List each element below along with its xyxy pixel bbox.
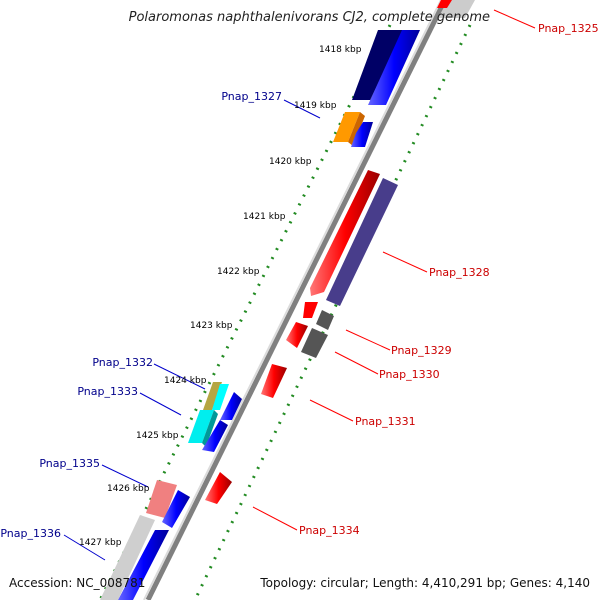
genome-stats-label: Topology: circular; Length: 4,410,291 bp… bbox=[260, 576, 590, 590]
gene-feature-1326-blue[interactable] bbox=[368, 30, 420, 105]
left-connectors bbox=[63, 99, 321, 561]
gene-feature-1325-grey[interactable] bbox=[437, 0, 475, 18]
gene-label-pnap-1327[interactable]: Pnap_1327 bbox=[221, 90, 282, 103]
tick-label: 1418 kbp bbox=[319, 45, 362, 55]
gene-feature-1333-blue-b[interactable] bbox=[202, 420, 228, 452]
inner-dotted-ring bbox=[193, 24, 472, 600]
backbone-line bbox=[145, 0, 448, 600]
gene-label-pnap-1330[interactable]: Pnap_1330 bbox=[379, 368, 440, 381]
tick-label: 1423 kbp bbox=[190, 321, 233, 331]
gene-feature-1332-cyan[interactable] bbox=[212, 384, 229, 410]
gene-feature-1329-grey[interactable] bbox=[316, 310, 334, 330]
gene-feature-1327-orange[interactable] bbox=[333, 112, 365, 146]
gene-label-pnap-1334[interactable]: Pnap_1334 bbox=[299, 524, 360, 537]
gene-label-pnap-1335[interactable]: Pnap_1335 bbox=[39, 457, 100, 470]
genome-title: Polaromonas naphthalenivorans CJ2, compl… bbox=[128, 10, 490, 25]
tick-label: 1420 kbp bbox=[269, 157, 312, 167]
gene-feature-1336-blue[interactable] bbox=[118, 530, 169, 600]
gene-label-pnap-1331[interactable]: Pnap_1331 bbox=[355, 415, 416, 428]
gene-feature-1335-blue[interactable] bbox=[162, 490, 190, 528]
gene-label-pnap-1332[interactable]: Pnap_1332 bbox=[92, 356, 153, 369]
gene-feature-1330-red[interactable] bbox=[286, 322, 308, 348]
gene-feature-1329-red[interactable] bbox=[303, 302, 318, 318]
gene-feature-1330-grey[interactable] bbox=[301, 328, 328, 358]
tick-label: 1419 kbp bbox=[294, 101, 337, 111]
tick-label: 1427 kbp bbox=[79, 538, 122, 548]
gene-label-pnap-1328[interactable]: Pnap_1328 bbox=[429, 266, 490, 279]
tick-label: 1422 kbp bbox=[217, 267, 260, 277]
gene-labels-left: Pnap_1327 Pnap_1332 Pnap_1333 Pnap_1335 … bbox=[0, 90, 282, 540]
gene-label-pnap-1333[interactable]: Pnap_1333 bbox=[77, 385, 138, 398]
tick-label: 1426 kbp bbox=[107, 484, 150, 494]
gene-feature-1333-cyan[interactable] bbox=[188, 410, 218, 447]
tick-label: 1424 kbp bbox=[164, 376, 207, 386]
gene-feature-1334-red[interactable] bbox=[205, 472, 232, 504]
gene-feature-1333-blue-a[interactable] bbox=[220, 392, 242, 420]
gene-feature-1332-olive[interactable] bbox=[203, 382, 222, 410]
gene-label-pnap-1336[interactable]: Pnap_1336 bbox=[0, 527, 61, 540]
gene-feature-1328-slate[interactable] bbox=[326, 178, 398, 306]
gene-feature-1336-grey[interactable] bbox=[100, 515, 155, 600]
gene-feature-1327-blue[interactable] bbox=[351, 122, 373, 147]
tick-labels: 1418 kbp 1419 kbp 1420 kbp 1421 kbp 1422… bbox=[79, 45, 362, 548]
backbone-highlight bbox=[143, 0, 442, 600]
right-connectors bbox=[252, 9, 536, 531]
gene-label-pnap-1325[interactable]: Pnap_1325 bbox=[538, 22, 599, 35]
outer-dotted-ring bbox=[98, 24, 392, 600]
gene-label-pnap-1329[interactable]: Pnap_1329 bbox=[391, 344, 452, 357]
gene-labels-right: Pnap_1325 Pnap_1328 Pnap_1329 Pnap_1330 … bbox=[299, 22, 599, 537]
accession-label: Accession: NC_008781 bbox=[9, 576, 146, 590]
gene-feature-1335-pink[interactable] bbox=[146, 480, 177, 518]
gene-feature-1331-red[interactable] bbox=[261, 364, 287, 398]
tick-label: 1425 kbp bbox=[136, 431, 179, 441]
tick-label: 1421 kbp bbox=[243, 212, 286, 222]
gene-feature-1328-red[interactable] bbox=[310, 170, 380, 296]
